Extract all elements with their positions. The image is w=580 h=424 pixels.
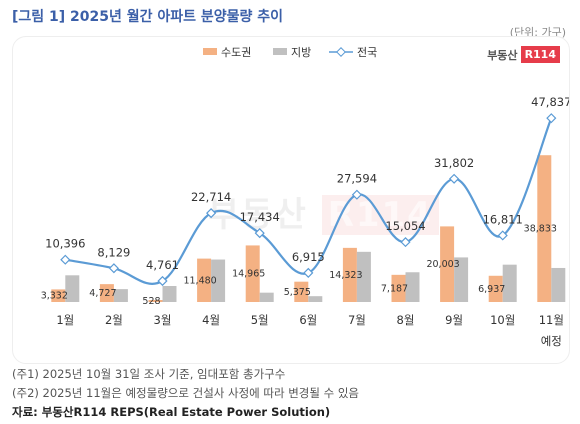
x-tick-label-5: 6월	[299, 313, 317, 327]
bar-local-7	[405, 272, 420, 302]
bar-metro-4	[245, 245, 260, 302]
x-tick-label-6: 7월	[348, 313, 366, 327]
x-tick-label-7: 8월	[397, 313, 415, 327]
bar-local-10	[551, 267, 566, 302]
bar-local-0	[65, 275, 80, 302]
x-tick-sublabel-10: 예정	[541, 334, 562, 348]
bar-local-6	[356, 251, 371, 302]
legend-label-0: 수도권	[221, 46, 251, 59]
line-point-3	[206, 208, 217, 219]
bar-local-9	[502, 264, 517, 302]
line-point-2	[157, 275, 168, 287]
x-tick-label-2: 3월	[154, 313, 172, 327]
line-label-1: 8,129	[97, 245, 130, 259]
bar-label-1: 4,727	[89, 288, 116, 299]
bar-metro-6	[342, 247, 357, 302]
line-point-8	[449, 173, 460, 184]
line-label-0: 10,396	[45, 237, 85, 251]
bar-metro-9	[488, 275, 503, 302]
line-label-9: 16,811	[483, 212, 523, 226]
bar-local-8	[454, 257, 469, 302]
line-point-10	[546, 113, 557, 124]
legend-label-1: 지방	[291, 46, 311, 59]
line-label-10: 47,837	[531, 95, 569, 109]
bar-local-1	[113, 289, 128, 302]
bar-metro-7	[391, 274, 406, 302]
bar-metro-8	[440, 226, 455, 302]
x-tick-label-10: 11월	[539, 313, 564, 327]
brand-logo-text: 부동산	[487, 48, 518, 62]
bar-label-8: 20,003	[426, 259, 459, 270]
line-point-5	[303, 267, 314, 278]
brand-logo-mark: R114	[520, 46, 560, 63]
bar-label-0: 3,332	[41, 291, 68, 302]
unit-label: (단위: 가구)	[509, 26, 566, 39]
line-point-1	[108, 263, 119, 274]
legend-swatch-1	[273, 48, 287, 55]
line-label-3: 22,714	[191, 190, 231, 204]
footnotes: (주1) 2025년 10월 31일 조사 기준, 임대포함 총가구수 (주2)…	[12, 365, 359, 422]
chart-area: 부동산 R114 수도권 지방 전국 3,332 1월 4,727 2월 528 3월 11,48…	[12, 36, 570, 364]
chart-title: [그림 1] 2025년 월간 아파트 분양물량 추이	[12, 9, 284, 25]
bar-metro-1	[99, 284, 114, 302]
bar-label-10: 38,833	[524, 224, 557, 235]
bar-label-7: 7,187	[381, 283, 408, 294]
line-point-9	[497, 230, 508, 241]
x-tick-label-1: 2월	[105, 313, 123, 327]
source-line: 자료: 부동산R114 REPS(Real Estate Power Solut…	[12, 405, 331, 419]
line-point-0	[60, 254, 71, 265]
brand-logo: 부동산 R114	[487, 46, 560, 63]
bar-local-5	[308, 296, 323, 302]
bar-local-2	[162, 285, 177, 302]
bar-metro-0	[51, 289, 66, 302]
bar-label-4: 14,965	[232, 269, 265, 280]
line-label-2: 4,761	[146, 258, 179, 272]
bar-metro-5	[294, 281, 309, 302]
legend-label-2: 전국	[357, 46, 377, 59]
bar-label-5: 5,375	[284, 287, 311, 298]
x-tick-label-9: 10월	[490, 313, 515, 327]
legend-marker-2	[336, 47, 346, 57]
line-label-6: 27,594	[337, 172, 377, 186]
bar-metro-2	[148, 300, 163, 302]
line-label-8: 31,802	[434, 156, 474, 170]
chart-svg: 수도권 지방 전국 3,332 1월 4,727 2월 528 3월 11,480 4월 14,965…	[41, 46, 569, 348]
line-label-4: 17,434	[240, 210, 280, 224]
bar-label-2: 528	[142, 296, 160, 307]
bar-local-3	[211, 259, 226, 302]
x-tick-label-4: 5월	[251, 313, 269, 327]
x-tick-label-0: 1월	[56, 313, 74, 327]
line-point-4	[254, 228, 265, 239]
footnote-1: (주1) 2025년 10월 31일 조사 기준, 임대포함 총가구수	[12, 367, 286, 381]
line-label-5: 6,915	[292, 250, 325, 264]
bar-metro-3	[197, 258, 212, 302]
bar-label-6: 14,323	[329, 270, 362, 281]
bar-label-3: 11,480	[183, 275, 216, 286]
x-tick-label-8: 9월	[445, 313, 463, 327]
line-point-6	[351, 189, 362, 200]
legend-swatch-0	[203, 48, 217, 55]
bar-label-9: 6,937	[478, 284, 505, 295]
bar-local-4	[259, 292, 274, 302]
x-tick-label-3: 4월	[202, 313, 220, 327]
footnote-2: (주2) 2025년 11월은 예정물량으로 건설사 사정에 따라 변경될 수 …	[12, 386, 360, 400]
line-point-7	[400, 237, 411, 248]
bar-metro-10	[537, 155, 552, 302]
line-label-7: 15,054	[385, 219, 425, 233]
